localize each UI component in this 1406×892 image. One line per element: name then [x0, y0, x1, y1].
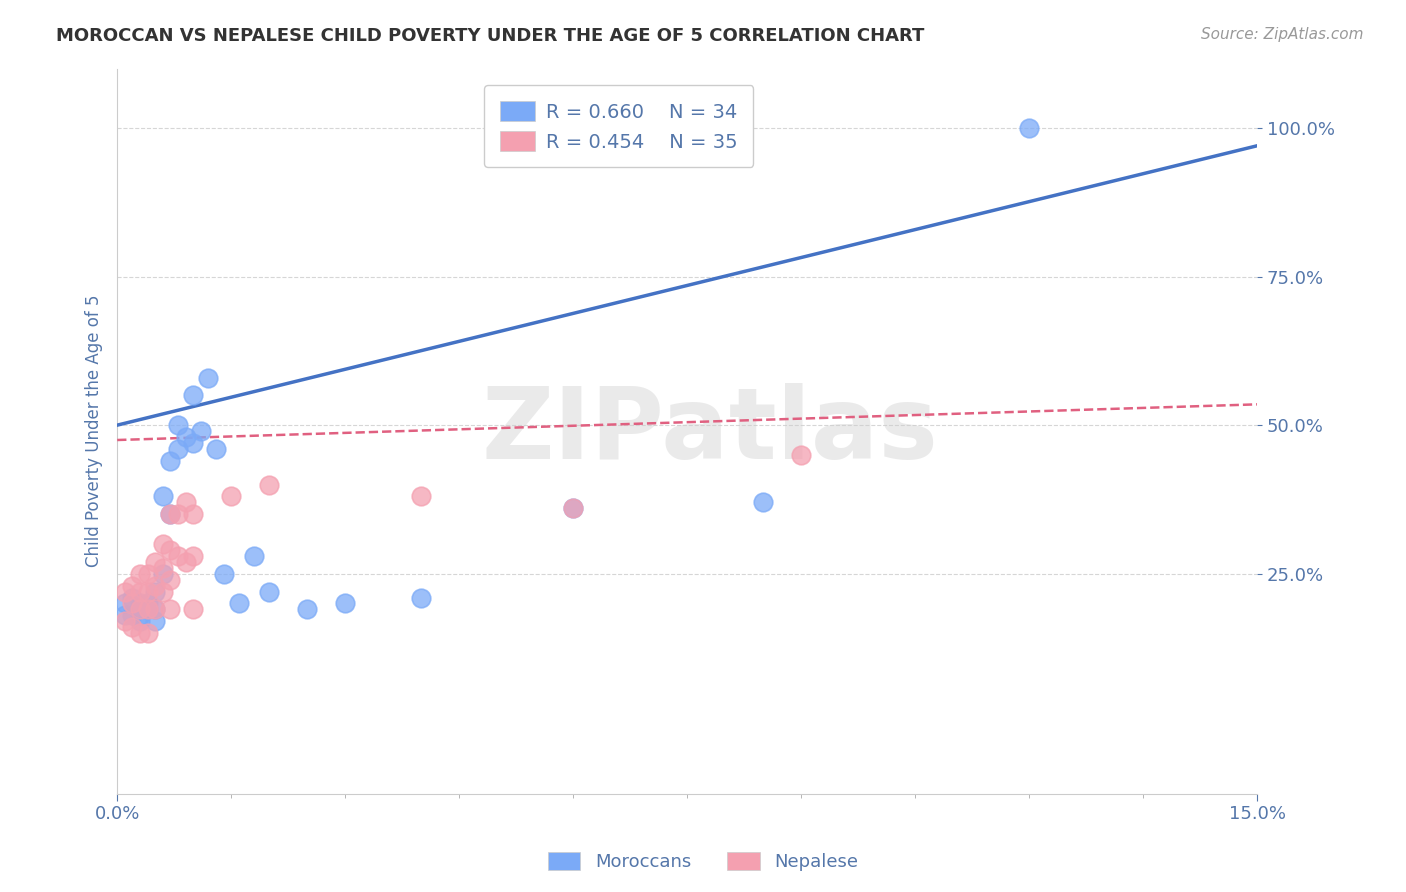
Point	[790, 448, 813, 462]
Point	[752, 495, 775, 509]
Point	[562, 501, 585, 516]
Point	[121, 620, 143, 634]
Point	[167, 549, 190, 563]
Point	[159, 573, 181, 587]
Point	[121, 591, 143, 605]
Point	[136, 626, 159, 640]
Point	[129, 566, 152, 581]
Point	[295, 602, 318, 616]
Point	[181, 549, 204, 563]
Point	[136, 602, 159, 616]
Point	[228, 597, 250, 611]
Point	[143, 584, 166, 599]
Point	[152, 566, 174, 581]
Point	[129, 608, 152, 623]
Text: MOROCCAN VS NEPALESE CHILD POVERTY UNDER THE AGE OF 5 CORRELATION CHART: MOROCCAN VS NEPALESE CHILD POVERTY UNDER…	[56, 27, 925, 45]
Point	[152, 537, 174, 551]
Point	[212, 566, 235, 581]
Point	[243, 549, 266, 563]
Point	[257, 477, 280, 491]
Point	[159, 454, 181, 468]
Y-axis label: Child Poverty Under the Age of 5: Child Poverty Under the Age of 5	[86, 295, 103, 567]
Point	[411, 490, 433, 504]
Point	[159, 508, 181, 522]
Legend: R = 0.660    N = 34, R = 0.454    N = 35: R = 0.660 N = 34, R = 0.454 N = 35	[484, 86, 754, 168]
Point	[121, 597, 143, 611]
Point	[174, 495, 197, 509]
Legend: Moroccans, Nepalese: Moroccans, Nepalese	[541, 845, 865, 879]
Point	[181, 436, 204, 450]
Point	[181, 602, 204, 616]
Point	[136, 597, 159, 611]
Point	[159, 602, 181, 616]
Point	[136, 566, 159, 581]
Point	[181, 388, 204, 402]
Point	[205, 442, 228, 456]
Point	[143, 579, 166, 593]
Point	[167, 442, 190, 456]
Point	[562, 501, 585, 516]
Point	[121, 579, 143, 593]
Point	[1018, 120, 1040, 135]
Point	[174, 430, 197, 444]
Point	[129, 626, 152, 640]
Text: ZIPatlas: ZIPatlas	[481, 383, 938, 480]
Point	[152, 490, 174, 504]
Point	[143, 602, 166, 616]
Point	[159, 543, 181, 558]
Point	[121, 608, 143, 623]
Point	[411, 591, 433, 605]
Point	[114, 608, 136, 623]
Point	[181, 508, 204, 522]
Point	[152, 584, 174, 599]
Point	[129, 584, 152, 599]
Point	[129, 615, 152, 629]
Point	[257, 584, 280, 599]
Point	[129, 597, 152, 611]
Point	[167, 418, 190, 433]
Point	[219, 490, 242, 504]
Text: Source: ZipAtlas.com: Source: ZipAtlas.com	[1201, 27, 1364, 42]
Point	[197, 370, 219, 384]
Point	[143, 602, 166, 616]
Point	[136, 602, 159, 616]
Point	[114, 584, 136, 599]
Point	[143, 555, 166, 569]
Point	[129, 602, 152, 616]
Point	[143, 615, 166, 629]
Point	[159, 508, 181, 522]
Point	[152, 561, 174, 575]
Point	[190, 424, 212, 438]
Point	[174, 555, 197, 569]
Point	[167, 508, 190, 522]
Point	[136, 584, 159, 599]
Point	[114, 597, 136, 611]
Point	[333, 597, 356, 611]
Point	[114, 615, 136, 629]
